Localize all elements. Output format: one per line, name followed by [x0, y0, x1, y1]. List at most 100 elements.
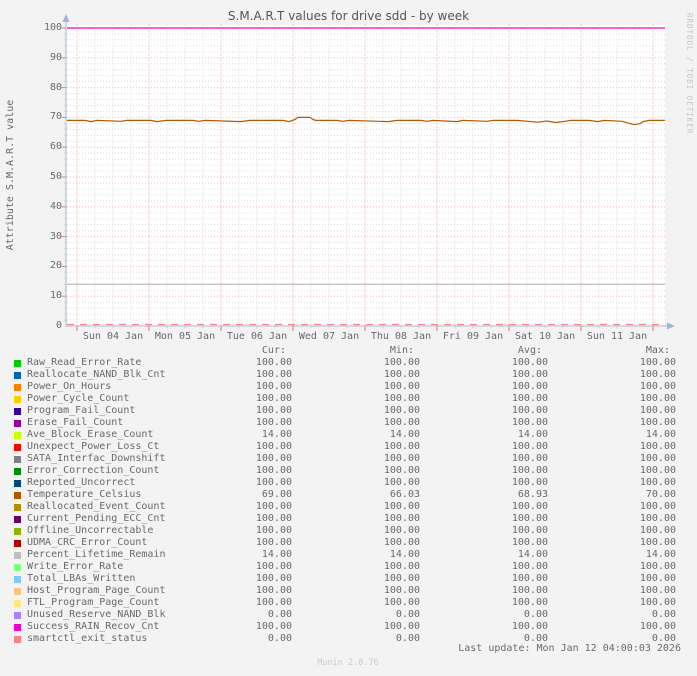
legend-color-swatch — [14, 503, 21, 511]
legend-avg-value: 100.00 — [511, 417, 548, 428]
legend-label: Offline_Uncorrectable — [27, 525, 154, 536]
legend-color-swatch — [14, 623, 21, 631]
legend-cur-value: 100.00 — [255, 561, 292, 572]
legend-avg-value: 100.00 — [511, 441, 548, 452]
legend-avg-value: 100.00 — [511, 597, 548, 608]
legend-max-value: 14.00 — [645, 429, 676, 440]
legend-min-value: 0.00 — [395, 609, 420, 620]
legend-label: Power_Cycle_Count — [27, 393, 130, 404]
legend-color-swatch — [14, 539, 21, 547]
legend-cur-value: 100.00 — [255, 525, 292, 536]
legend-min-value: 100.00 — [383, 453, 420, 464]
y-tick-label: 10 — [49, 290, 62, 302]
legend-min-value: 100.00 — [383, 513, 420, 524]
legend-avg-value: 0.00 — [523, 609, 548, 620]
legend-label: UDMA_CRC_Error_Count — [27, 537, 148, 548]
legend-min-value: 100.00 — [383, 477, 420, 488]
legend-cur-value: 100.00 — [255, 573, 292, 584]
legend-min-value: 100.00 — [383, 369, 420, 380]
legend-label: Ave_Block_Erase_Count — [27, 429, 154, 440]
legend-color-swatch — [14, 371, 21, 379]
legend-color-swatch — [14, 407, 21, 415]
legend-label: Power_On_Hours — [27, 381, 112, 392]
legend-header-min: Min: — [389, 345, 414, 356]
legend-min-value: 100.00 — [383, 381, 420, 392]
x-tick-label: Wed 07 Jan — [298, 331, 360, 342]
legend-color-swatch — [14, 431, 21, 439]
legend-cur-value: 100.00 — [255, 381, 292, 392]
legend-header-max: Max: — [645, 345, 670, 356]
legend-min-value: 100.00 — [383, 405, 420, 416]
legend-color-swatch — [14, 563, 21, 571]
x-tick-label: Fri 09 Jan — [442, 331, 504, 342]
legend-header-avg: Avg: — [517, 345, 542, 356]
legend-max-value: 100.00 — [639, 525, 676, 536]
legend-color-swatch — [14, 491, 21, 499]
legend-min-value: 100.00 — [383, 441, 420, 452]
y-tick-label: 100 — [43, 22, 62, 33]
legend-avg-value: 100.00 — [511, 561, 548, 572]
legend-min-value: 66.03 — [389, 489, 420, 500]
legend-max-value: 100.00 — [639, 381, 676, 392]
chart-plot — [61, 14, 675, 331]
legend-avg-value: 14.00 — [517, 549, 548, 560]
legend-avg-value: 100.00 — [511, 525, 548, 536]
x-tick-label: Mon 05 Jan — [154, 331, 216, 342]
y-tick-label: 30 — [49, 230, 62, 242]
legend-max-value: 100.00 — [639, 537, 676, 548]
legend-min-value: 100.00 — [383, 525, 420, 536]
last-update: Last update: Mon Jan 12 04:00:03 2026 — [458, 643, 681, 654]
legend-label: Current_Pending_ECC_Cnt — [27, 513, 166, 524]
legend-max-value: 0.00 — [651, 609, 676, 620]
legend-max-value: 100.00 — [639, 561, 676, 572]
y-axis-arrow-icon — [62, 14, 70, 22]
legend-label: Erase_Fail_Count — [27, 417, 124, 428]
legend-color-swatch — [14, 575, 21, 583]
legend-cur-value: 69.00 — [261, 489, 292, 500]
legend-avg-value: 100.00 — [511, 585, 548, 596]
plot-background — [67, 25, 665, 326]
legend-avg-value: 14.00 — [517, 429, 548, 440]
y-tick-label: 60 — [49, 141, 62, 153]
legend-cur-value: 0.00 — [267, 609, 292, 620]
legend-cur-value: 14.00 — [261, 549, 292, 560]
legend-max-value: 14.00 — [645, 549, 676, 560]
legend-cur-value: 100.00 — [255, 357, 292, 368]
legend-color-swatch — [14, 587, 21, 595]
legend-min-value: 100.00 — [383, 573, 420, 584]
y-tick-label: 20 — [49, 260, 62, 272]
y-tick-label: 90 — [49, 51, 62, 63]
legend-label: Reported_Uncorrect — [27, 477, 136, 488]
legend-color-swatch — [14, 635, 21, 643]
legend-max-value: 100.00 — [639, 477, 676, 488]
legend-max-value: 100.00 — [639, 417, 676, 428]
legend-avg-value: 100.00 — [511, 393, 548, 404]
legend-max-value: 100.00 — [639, 441, 676, 452]
legend-cur-value: 0.00 — [267, 633, 292, 644]
legend-avg-value: 100.00 — [511, 369, 548, 380]
legend-cur-value: 100.00 — [255, 405, 292, 416]
x-tick-label: Thu 08 Jan — [370, 331, 432, 342]
legend-max-value: 0.00 — [651, 633, 676, 644]
legend-cur-value: 100.00 — [255, 621, 292, 632]
x-tick-label: Sat 10 Jan — [514, 331, 576, 342]
legend-max-value: 100.00 — [639, 621, 676, 632]
rrdtool-watermark: RRDTOOL / TOBI OETIKER — [685, 13, 694, 135]
x-tick-label: Sun 11 Jan — [586, 331, 648, 342]
legend-color-swatch — [14, 479, 21, 487]
legend-label: Unexpect_Power_Loss_Ct — [27, 441, 160, 452]
legend-label: Percent_Lifetime_Remain — [27, 549, 166, 560]
legend-label: Host_Program_Page_Count — [27, 585, 166, 596]
legend-color-swatch — [14, 515, 21, 523]
legend-max-value: 100.00 — [639, 393, 676, 404]
legend-avg-value: 68.93 — [517, 489, 548, 500]
graph-title: S.M.A.R.T values for drive sdd - by week — [227, 9, 470, 23]
legend-color-swatch — [14, 359, 21, 367]
munin-version: Munin 2.0.76 — [317, 658, 379, 668]
legend-avg-value: 100.00 — [511, 357, 548, 368]
legend-label: smartctl_exit_status — [27, 633, 148, 644]
legend-min-value: 100.00 — [383, 465, 420, 476]
legend-max-value: 100.00 — [639, 597, 676, 608]
legend-cur-value: 100.00 — [255, 465, 292, 476]
